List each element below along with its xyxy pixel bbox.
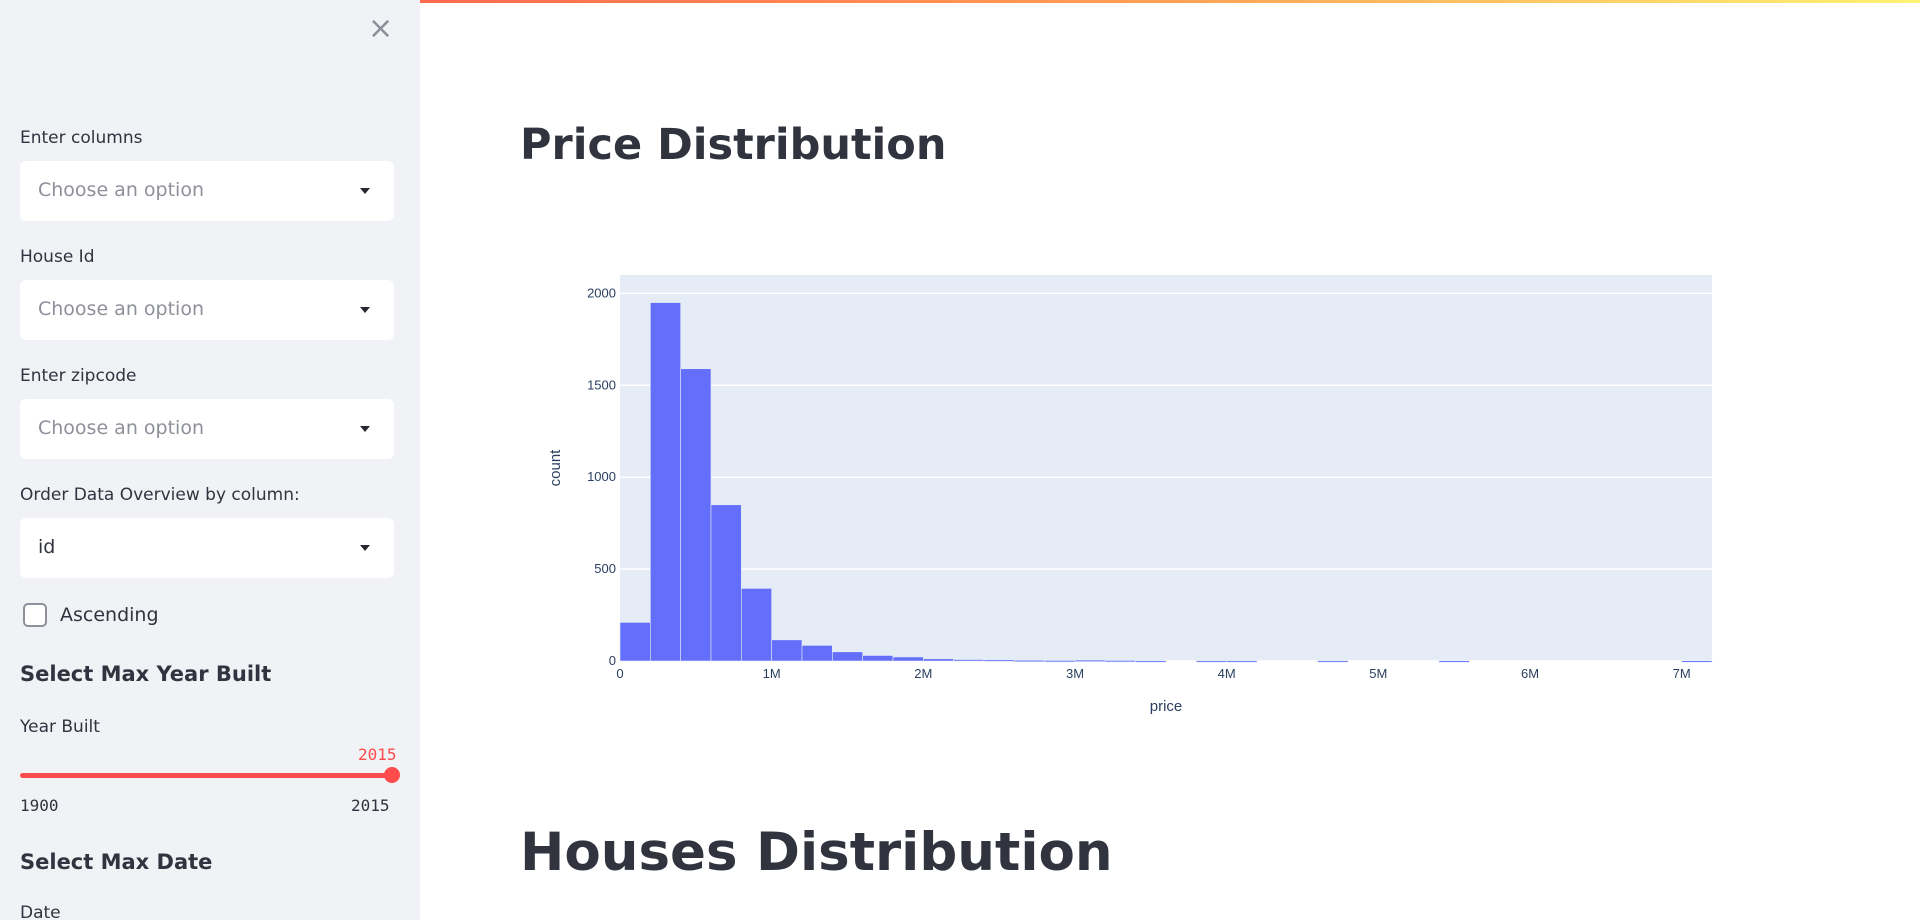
date-label: Date — [20, 903, 61, 923]
x-tick-label: 5M — [1369, 666, 1387, 681]
y-tick-label: 500 — [594, 561, 616, 576]
histogram-bar — [650, 302, 681, 662]
histogram-bar — [1438, 660, 1470, 663]
close-icon[interactable]: × — [368, 11, 394, 46]
chevron-down-icon — [360, 307, 370, 313]
y-axis-label: count — [547, 449, 564, 487]
x-tick-label: 1M — [763, 666, 781, 681]
ascending-label: Ascending — [60, 604, 159, 626]
columns-placeholder: Choose an option — [38, 179, 204, 201]
year-slider-max: 2015 — [351, 796, 390, 815]
x-tick-label: 7M — [1673, 666, 1691, 681]
x-tick-label: 4M — [1218, 666, 1236, 681]
histogram-bar — [923, 658, 954, 662]
histogram-bar — [771, 639, 803, 662]
histogram-bar — [1044, 660, 1076, 663]
price-histogram: 0 1M 2M 3M 4M 5M 6M 7M 0 500 1000 1500 2000 price c… — [547, 275, 1713, 715]
x-tick-label: 3M — [1066, 666, 1084, 681]
histogram-bar — [710, 504, 742, 662]
house-id-label: House Id — [20, 247, 95, 267]
order-value: id — [38, 536, 56, 558]
house-id-select[interactable]: Choose an option — [20, 280, 394, 340]
bars — [619, 302, 1713, 663]
histogram-bar — [983, 659, 1015, 662]
x-tick-label: 2M — [914, 666, 932, 681]
columns-label: Enter columns — [20, 128, 143, 148]
page-title: Price Distribution — [520, 120, 947, 170]
y-tick-labels: 0 500 1000 1500 2000 — [587, 285, 616, 668]
order-select[interactable]: id — [20, 518, 394, 578]
histogram-bar — [953, 659, 985, 662]
order-label: Order Data Overview by column: — [20, 485, 300, 505]
section-title: Houses Distribution — [520, 822, 1113, 883]
histogram-bar — [1105, 660, 1136, 663]
year-slider-value: 2015 — [358, 745, 397, 764]
ascending-checkbox[interactable] — [23, 603, 47, 627]
y-tick-label: 2000 — [587, 285, 616, 300]
chevron-down-icon — [360, 545, 370, 551]
histogram-bar — [1681, 660, 1713, 663]
columns-select[interactable]: Choose an option — [20, 161, 394, 221]
x-tick-label: 0 — [616, 666, 623, 681]
histogram-bar — [680, 368, 712, 662]
y-tick-label: 1500 — [587, 377, 616, 392]
house-id-placeholder: Choose an option — [38, 298, 204, 320]
histogram-bar — [1014, 659, 1045, 663]
chevron-down-icon — [360, 188, 370, 194]
sidebar: × Enter columns Choose an option House I… — [0, 0, 420, 923]
year-slider-min: 1900 — [20, 796, 59, 815]
histogram-bar — [741, 588, 772, 662]
y-tick-label: 0 — [609, 653, 616, 668]
histogram-bar — [1135, 660, 1167, 663]
histogram-bar — [1196, 660, 1227, 663]
year-section-title: Select Max Year Built — [20, 662, 272, 686]
x-tick-label: 6M — [1521, 666, 1539, 681]
histogram-bar — [892, 656, 924, 662]
histogram-bar — [862, 655, 894, 662]
top-decoration-bar — [0, 0, 1920, 3]
histogram-bar — [1317, 660, 1349, 663]
histogram-bar — [1226, 660, 1258, 663]
histogram-bar — [832, 651, 863, 662]
histogram-bar — [1074, 659, 1106, 662]
y-tick-label: 1000 — [587, 469, 616, 484]
year-slider-thumb[interactable] — [384, 767, 400, 783]
x-tick-labels: 0 1M 2M 3M 4M 5M 6M 7M — [616, 666, 1690, 681]
x-axis-label: price — [1150, 698, 1183, 715]
zipcode-select[interactable]: Choose an option — [20, 399, 394, 459]
date-section-title: Select Max Date — [20, 850, 213, 874]
histogram-bar — [619, 622, 651, 662]
histogram-bar — [801, 645, 833, 662]
zipcode-placeholder: Choose an option — [38, 417, 204, 439]
chevron-down-icon — [360, 426, 370, 432]
plot-background — [620, 275, 1712, 661]
year-slider-track[interactable] — [20, 773, 392, 778]
zipcode-label: Enter zipcode — [20, 366, 137, 386]
year-slider-label: Year Built — [20, 717, 100, 737]
